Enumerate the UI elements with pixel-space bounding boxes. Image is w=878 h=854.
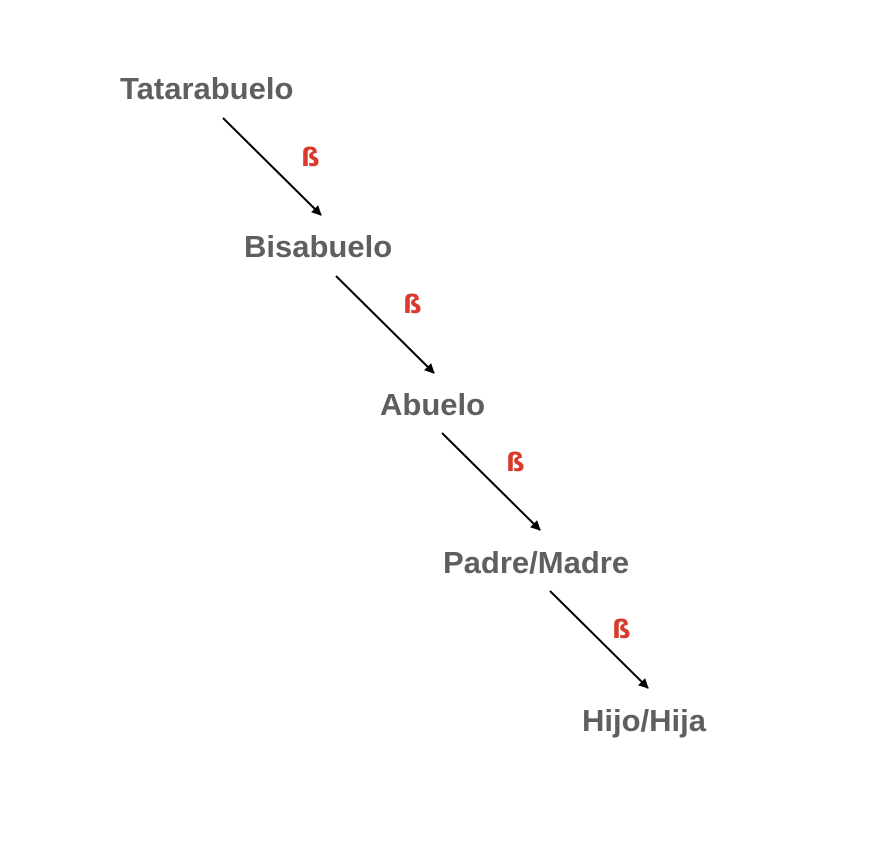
node-tatarabuelo: Tatarabuelo [120,71,294,106]
node-padre-madre: Padre/Madre [443,545,630,580]
node-bisabuelo: Bisabuelo [244,229,393,264]
node-abuelo: Abuelo [380,387,486,422]
edge-label-beta-2: ß [403,290,422,320]
arrow-padre-madre-to-hijo-hija [549,590,649,689]
edge-label-beta-4: ß [612,615,631,645]
arrow-tatarabuelo-to-bisabuelo [222,117,322,216]
node-hijo-hija: Hijo/Hija [582,703,707,738]
edge-label-beta-3: ß [506,448,525,478]
arrow-abuelo-to-padre-madre [441,432,541,531]
edge-label-beta-1: ß [301,143,320,173]
arrow-bisabuelo-to-abuelo [335,275,435,374]
